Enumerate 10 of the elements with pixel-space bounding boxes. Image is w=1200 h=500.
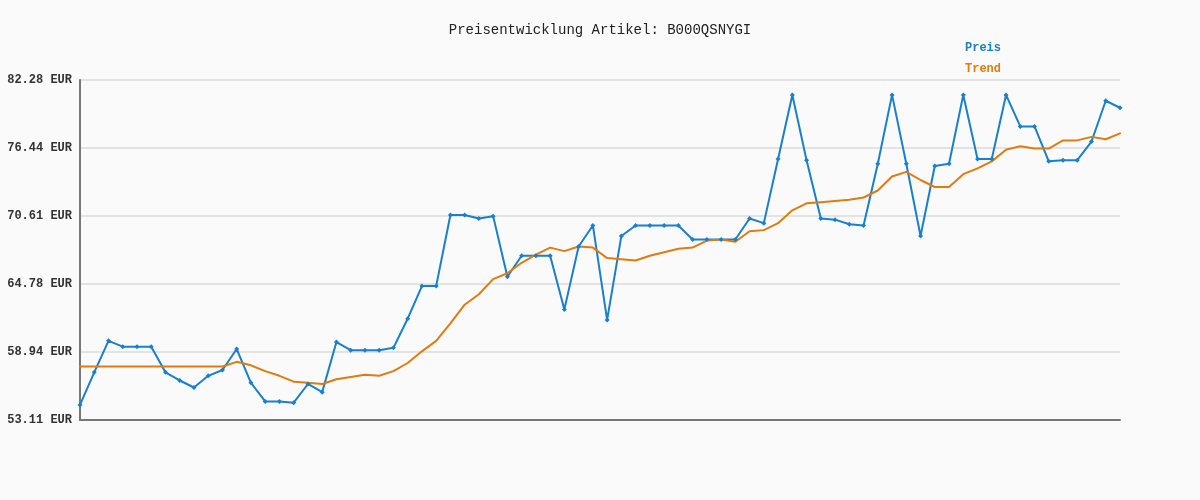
text: Preis <box>965 41 1002 55</box>
y-tick-label: 58.94 EUR <box>7 345 73 360</box>
chart-title: Preisentwicklung Artikel: B000QSNYGI <box>448 22 752 38</box>
text: Trend <box>965 62 1002 76</box>
y-tick-label: 53.11 EUR <box>7 413 73 427</box>
y-tick-label: 70.61 EUR <box>7 209 73 224</box>
line-series <box>79 132 1121 385</box>
y-tick-label: 76.44 EUR <box>7 141 73 156</box>
y-tick-label: 82.28 EUR <box>7 73 73 87</box>
y-tick-label: 64.78 EUR <box>7 276 73 291</box>
